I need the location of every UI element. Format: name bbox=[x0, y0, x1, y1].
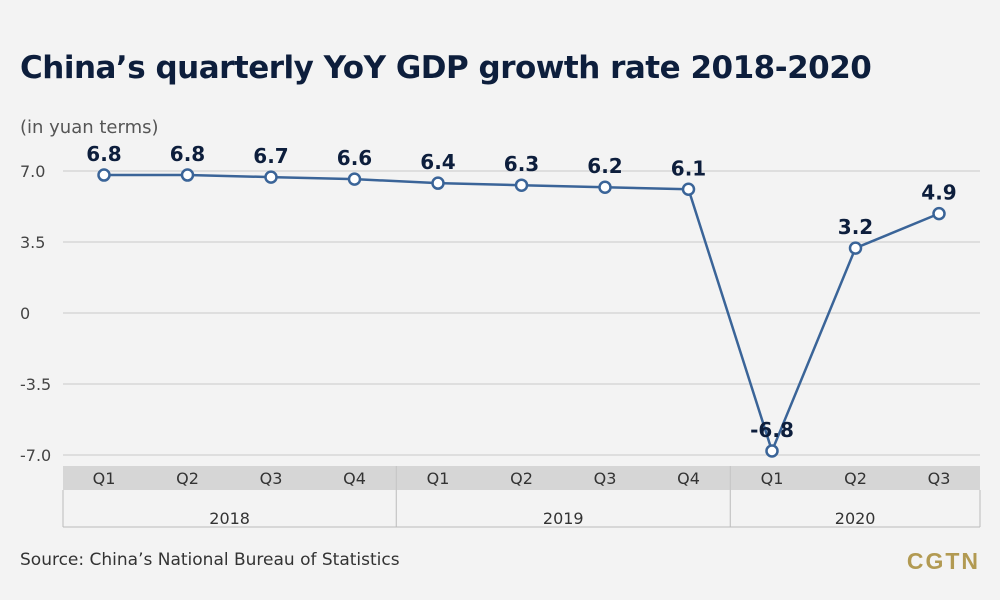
cgtn-logo: CGTN bbox=[906, 548, 980, 574]
x-axis-quarter-labels: Q1 Q2 Q3 Q4 Q1 Q2 Q3 Q4 Q1 Q2 Q3 bbox=[93, 469, 951, 488]
data-point bbox=[264, 170, 278, 184]
x-tick-label: Q1 bbox=[761, 469, 784, 488]
data-point bbox=[347, 172, 362, 186]
data-point bbox=[598, 180, 612, 194]
y-axis-ticks: 7.0 3.5 0 -3.5 -7.0 bbox=[20, 162, 51, 465]
x-tick-label: Q2 bbox=[844, 469, 867, 488]
y-tick-label: 7.0 bbox=[20, 162, 45, 181]
source-note: Source: China’s National Bureau of Stati… bbox=[20, 550, 400, 570]
data-label: 6.8 bbox=[170, 142, 205, 166]
data-point bbox=[848, 241, 863, 255]
x-tick-label: Q3 bbox=[594, 469, 617, 488]
year-label: 2020 bbox=[835, 509, 876, 528]
data-label: 3.2 bbox=[838, 215, 873, 239]
year-label: 2019 bbox=[543, 509, 584, 528]
data-label: 6.7 bbox=[253, 144, 288, 168]
data-point bbox=[97, 168, 111, 182]
x-tick-label: Q3 bbox=[928, 469, 951, 488]
data-label: -6.8 bbox=[750, 418, 794, 442]
data-points bbox=[97, 168, 946, 458]
x-tick-label: Q1 bbox=[93, 469, 116, 488]
data-point bbox=[180, 168, 195, 182]
x-tick-label: Q4 bbox=[343, 469, 366, 488]
data-label: 6.6 bbox=[337, 146, 372, 170]
data-label: 6.3 bbox=[504, 152, 539, 176]
chart-title: China’s quarterly YoY GDP growth rate 20… bbox=[20, 50, 872, 86]
data-labels: 6.8 6.8 6.7 6.6 6.4 6.3 6.2 6.1 -6.8 3.2 4.9 bbox=[86, 142, 956, 442]
year-label: 2018 bbox=[209, 509, 250, 528]
data-point bbox=[932, 206, 946, 221]
chart-subtitle: (in yuan terms) bbox=[20, 117, 159, 138]
data-label: 6.4 bbox=[420, 150, 455, 174]
x-tick-label: Q3 bbox=[260, 469, 283, 488]
x-tick-label: Q1 bbox=[427, 469, 450, 488]
y-tick-label: -3.5 bbox=[20, 375, 51, 394]
y-tick-label: -7.0 bbox=[20, 446, 51, 465]
data-point bbox=[765, 444, 779, 458]
data-label: 4.9 bbox=[921, 181, 956, 205]
x-tick-label: Q2 bbox=[510, 469, 533, 488]
y-tick-label: 0 bbox=[20, 304, 30, 323]
gridlines bbox=[63, 170, 980, 456]
quarter-band-bg bbox=[63, 466, 980, 490]
x-tick-label: Q2 bbox=[176, 469, 199, 488]
x-axis-year-labels: 2018 2019 2020 bbox=[62, 490, 981, 528]
y-tick-label: 3.5 bbox=[20, 233, 45, 252]
data-point bbox=[514, 178, 529, 192]
x-tick-label: Q4 bbox=[677, 469, 700, 488]
data-point bbox=[431, 176, 445, 190]
data-point bbox=[681, 182, 696, 197]
quarter-band bbox=[63, 466, 980, 490]
data-label: 6.8 bbox=[86, 142, 121, 166]
data-label: 6.1 bbox=[671, 156, 706, 180]
data-label: 6.2 bbox=[587, 154, 622, 178]
